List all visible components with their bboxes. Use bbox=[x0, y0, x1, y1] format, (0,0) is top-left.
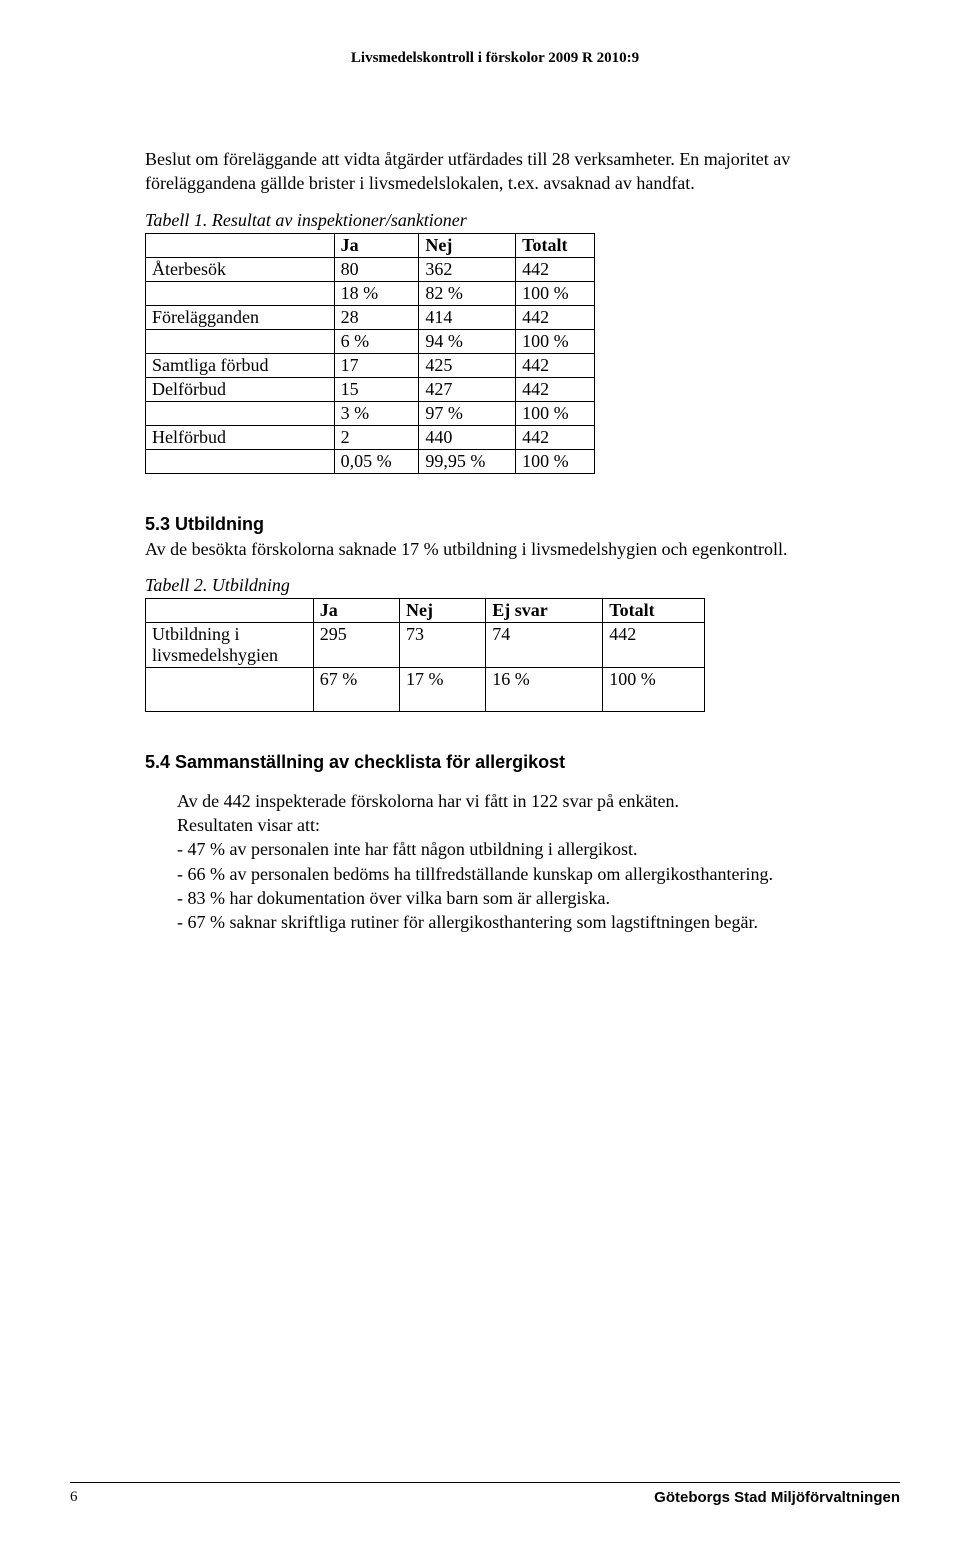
table-row: Delförbud 15 427 442 bbox=[146, 377, 595, 401]
s54-b3: - 83 % har dokumentation över vilka barn… bbox=[177, 886, 845, 910]
s54-p1: Av de 442 inspekterade förskolorna har v… bbox=[177, 789, 845, 813]
table1-h-c2: Nej bbox=[419, 233, 516, 257]
table1-header-row: Ja Nej Totalt bbox=[146, 233, 595, 257]
table-row: Förelägganden 28 414 442 bbox=[146, 305, 595, 329]
table2: Ja Nej Ej svar Totalt Utbildning i livsm… bbox=[145, 598, 705, 712]
page-number: 6 bbox=[70, 1489, 78, 1506]
section-5-3-text: Av de besökta förskolorna saknade 17 % u… bbox=[145, 537, 845, 561]
table2-header-row: Ja Nej Ej svar Totalt bbox=[146, 598, 705, 622]
table-row: Utbildning i livsmedelshygien 295 73 74 … bbox=[146, 622, 705, 667]
table1-h-c3: Totalt bbox=[516, 233, 595, 257]
s54-p2: Resultaten visar att: bbox=[177, 813, 845, 837]
section-5-3-heading: 5.3 Utbildning bbox=[145, 514, 845, 535]
page-footer: 6 Göteborgs Stad Miljöförvaltningen bbox=[0, 1482, 960, 1506]
table2-h-c2: Nej bbox=[399, 598, 485, 622]
table1-caption: Tabell 1. Resultat av inspektioner/sankt… bbox=[145, 210, 845, 231]
table1: Ja Nej Totalt Återbesök 80 362 442 18 % … bbox=[145, 233, 595, 474]
table2-caption: Tabell 2. Utbildning bbox=[145, 575, 845, 596]
table-row: Återbesök 80 362 442 bbox=[146, 257, 595, 281]
table2-h-c4: Totalt bbox=[603, 598, 705, 622]
table-row: Helförbud 2 440 442 bbox=[146, 425, 595, 449]
table-row: 6 % 94 % 100 % bbox=[146, 329, 595, 353]
s54-b2: - 66 % av personalen bedöms ha tillfreds… bbox=[177, 862, 845, 886]
s54-b1: - 47 % av personalen inte har fått någon… bbox=[177, 837, 845, 861]
table2-h-c3: Ej svar bbox=[486, 598, 603, 622]
table-row: 0,05 % 99,95 % 100 % bbox=[146, 449, 595, 473]
table-row: Samtliga förbud 17 425 442 bbox=[146, 353, 595, 377]
table-row: 67 % 17 % 16 % 100 % bbox=[146, 667, 705, 711]
table-row: 3 % 97 % 100 % bbox=[146, 401, 595, 425]
table-row: 18 % 82 % 100 % bbox=[146, 281, 595, 305]
table1-h-c1: Ja bbox=[334, 233, 419, 257]
page-header: Livsmedelskontroll i förskolor 2009 R 20… bbox=[145, 50, 845, 67]
footer-org: Göteborgs Stad Miljöförvaltningen bbox=[654, 1489, 900, 1506]
section-5-4-body: Av de 442 inspekterade förskolorna har v… bbox=[177, 789, 845, 935]
section-5-4-heading: 5.4 Sammanställning av checklista för al… bbox=[145, 752, 845, 773]
s54-b4: - 67 % saknar skriftliga rutiner för all… bbox=[177, 910, 845, 934]
table2-h-c1: Ja bbox=[313, 598, 399, 622]
intro-paragraph: Beslut om föreläggande att vidta åtgärde… bbox=[145, 147, 845, 196]
